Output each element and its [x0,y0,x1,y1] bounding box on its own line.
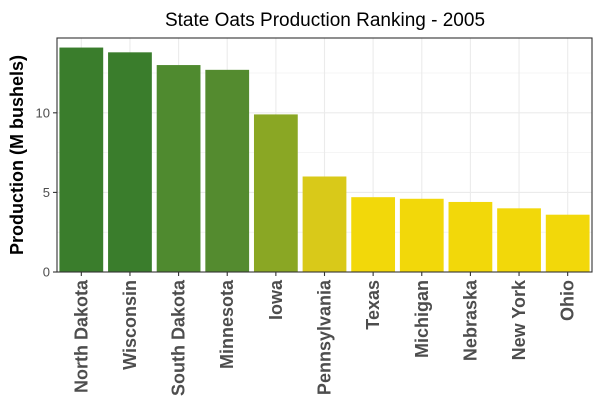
x-tick-label: Texas [363,280,383,330]
bar-north-dakota [59,47,104,272]
x-tick-label: South Dakota [169,279,189,396]
bar-iowa [253,114,298,272]
y-tick-label: 0 [43,265,50,280]
x-tick-label: Ohio [558,280,578,321]
bar-nebraska [448,201,493,272]
x-tick-label: Minnesota [217,279,237,369]
bar-texas [351,197,396,272]
y-tick-label: 5 [43,185,50,200]
bar-michigan [399,198,444,272]
x-tick-label: North Dakota [71,279,91,393]
bars [59,47,590,273]
bar-pennsylvania [302,176,347,272]
x-tick-label: Michigan [412,280,432,358]
bar-south-dakota [156,65,201,273]
bar-minnesota [205,69,250,272]
y-tick-label: 10 [36,105,50,120]
x-axis-ticks: North Dakota Wisconsin South Dakota Minneso… [71,272,578,396]
x-tick-label: Nebraska [460,279,480,361]
y-axis-ticks: 0 5 10 [36,105,57,280]
x-tick-label: Iowa [266,279,286,320]
chart-title: State Oats Production Ranking - 2005 [165,10,485,31]
plot-area [56,37,593,273]
bar-ohio [545,214,590,272]
x-tick-label: Wisconsin [120,280,140,370]
bar-wisconsin [108,52,152,272]
x-tick-label: New York [509,279,529,360]
y-axis-label: Production (M bushels) [7,55,27,255]
bar-new-york [497,208,541,272]
x-tick-label: Pennsylvania [315,279,335,395]
